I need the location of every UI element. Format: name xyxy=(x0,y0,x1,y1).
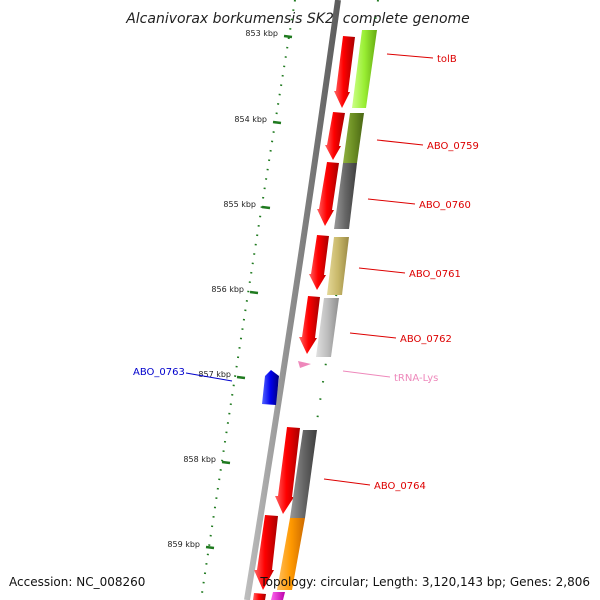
gene-label-abo-0761: ABO_0761 xyxy=(409,269,461,280)
gene-block-abo-0762 xyxy=(316,298,339,357)
tick-label: 853 kbp xyxy=(245,29,278,38)
gene-labels: tolB ABO_0759 ABO_0760 ABO_0761 ABO_0762… xyxy=(133,54,479,492)
leader-line xyxy=(386,53,434,59)
topology-text: Topology: circular; Length: 3,120,143 bp… xyxy=(259,575,590,589)
tick-label: 854 kbp xyxy=(234,115,267,124)
gene-block-abo-0759 xyxy=(343,113,364,163)
leader-line xyxy=(376,139,424,146)
leader-line xyxy=(342,370,391,378)
leader-line xyxy=(323,478,371,486)
cds-arrow xyxy=(325,112,345,160)
gene-block-magenta xyxy=(271,592,285,600)
cds-arrow xyxy=(309,235,329,290)
gene-block-abo-0764 xyxy=(290,430,317,518)
tick-label: 858 kbp xyxy=(183,455,216,464)
tick-mark xyxy=(272,120,282,125)
tick-labels: 853 kbp 854 kbp 855 kbp 856 kbp 857 kbp … xyxy=(167,29,278,549)
category-track xyxy=(271,30,377,600)
forward-cds-track xyxy=(253,36,355,600)
tick-label: 856 kbp xyxy=(211,285,244,294)
gene-label-abo-0763: ABO_0763 xyxy=(133,367,185,378)
leader-line xyxy=(367,198,416,205)
accession-text: Accession: NC_008260 xyxy=(9,575,145,589)
gene-block-abo-0761 xyxy=(327,237,349,295)
tick-label: 859 kbp xyxy=(167,540,200,549)
cds-arrow xyxy=(317,162,339,226)
tick-mark xyxy=(205,545,215,550)
abo-0763-arrow xyxy=(262,370,279,405)
cds-arrow xyxy=(253,593,266,600)
tick-mark xyxy=(221,460,231,465)
trna-lys-mark xyxy=(298,361,311,368)
tick-marks xyxy=(205,34,293,550)
cds-arrow xyxy=(334,36,355,108)
cds-arrow xyxy=(254,515,278,590)
gene-label-abo-0760: ABO_0760 xyxy=(419,200,471,211)
tick-mark xyxy=(249,290,259,295)
gene-label-tolB: tolB xyxy=(437,54,457,65)
gene-block-tolB xyxy=(352,30,377,108)
tick-label: 857 kbp xyxy=(198,370,231,379)
scale-dotted-line xyxy=(200,0,296,600)
leader-line xyxy=(185,372,233,382)
gene-label-abo-0759: ABO_0759 xyxy=(427,141,479,152)
gene-block-abo-0760 xyxy=(334,163,357,229)
cds-arrow xyxy=(299,296,320,354)
tick-mark xyxy=(283,34,293,39)
label-leaders xyxy=(185,53,434,486)
map-title: Alcanivorax borkumensis SK2, complete ge… xyxy=(125,11,470,27)
tick-label: 855 kbp xyxy=(223,200,256,209)
gene-label-abo-0762: ABO_0762 xyxy=(400,334,452,345)
tick-mark xyxy=(236,375,246,380)
leader-line xyxy=(349,332,397,339)
cds-arrow xyxy=(275,427,300,514)
genome-backbone xyxy=(244,0,341,600)
gene-label-abo-0764: ABO_0764 xyxy=(374,481,426,492)
leader-line xyxy=(358,267,406,274)
gene-label-trna-lys: tRNA-Lys xyxy=(394,373,438,384)
gene-block-orange xyxy=(277,518,305,590)
tick-mark xyxy=(261,205,271,210)
